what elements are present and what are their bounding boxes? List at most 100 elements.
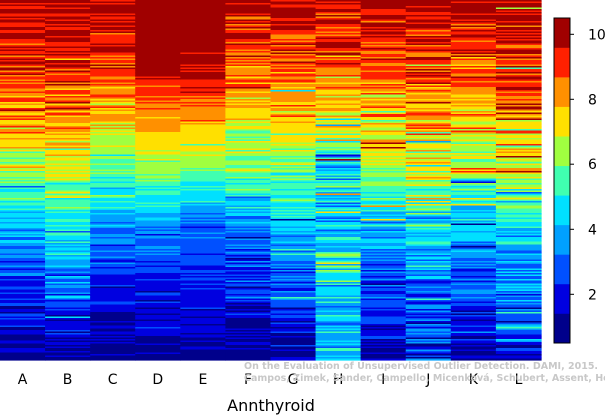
heatmap-cell <box>45 183 91 186</box>
heatmap-cell <box>90 264 136 267</box>
heatmap-cell <box>90 195 136 198</box>
heatmap-cell <box>360 40 407 43</box>
heatmap-cell <box>135 331 181 334</box>
heatmap-cell <box>45 9 91 12</box>
heatmap-cell <box>90 85 136 88</box>
heatmap-cell <box>315 189 362 192</box>
heatmap-cell <box>45 295 91 298</box>
heatmap-cell <box>495 87 542 90</box>
heatmap-cell <box>135 337 181 340</box>
heatmap-cell <box>405 357 452 360</box>
heatmap-cell <box>450 249 497 252</box>
heatmap-cell <box>135 79 181 82</box>
heatmap-cell <box>450 309 497 312</box>
heatmap-cell <box>225 145 272 148</box>
heatmap-cell <box>45 25 91 28</box>
heatmap-cell <box>360 36 407 39</box>
heatmap-cell <box>135 97 181 100</box>
heatmap-cell <box>405 42 452 45</box>
heatmap-cell <box>495 18 542 21</box>
heatmap-cell <box>135 157 181 160</box>
heatmap-cell <box>180 135 227 138</box>
heatmap-cell <box>90 48 136 51</box>
heatmap-cell <box>0 127 46 130</box>
heatmap-cell <box>90 100 136 103</box>
heatmap-cell <box>405 210 452 213</box>
heatmap-cell <box>90 339 136 342</box>
heatmap-cell <box>405 79 452 82</box>
heatmap-cell <box>450 276 497 279</box>
heatmap-cell <box>0 123 46 126</box>
heatmap-cell <box>405 294 452 297</box>
heatmap-cell <box>495 279 542 282</box>
heatmap-column-K <box>450 0 497 361</box>
heatmap-cell <box>45 279 91 282</box>
heatmap-cell <box>0 328 46 331</box>
heatmap-cell <box>90 78 136 81</box>
heatmap-cell <box>270 162 317 165</box>
heatmap-cell <box>45 27 91 30</box>
heatmap-cell <box>0 160 46 163</box>
heatmap-cell <box>225 244 272 247</box>
heatmap-cell <box>315 342 362 345</box>
heatmap-cell <box>270 228 317 231</box>
heatmap-column-G <box>270 0 317 361</box>
heatmap-cell <box>315 316 362 319</box>
heatmap-cell <box>0 252 46 255</box>
heatmap-cell <box>315 96 362 99</box>
heatmap-cell <box>315 156 362 159</box>
heatmap-cell <box>45 301 91 304</box>
heatmap-cell <box>450 177 497 180</box>
heatmap-cell <box>315 117 362 120</box>
heatmap-cell <box>135 169 181 172</box>
heatmap-cell <box>45 169 91 172</box>
heatmap-cell <box>360 156 407 159</box>
heatmap-cell <box>405 325 452 328</box>
heatmap-cell <box>135 139 181 142</box>
heatmap-cell <box>45 325 91 328</box>
heatmap-cell <box>315 294 362 297</box>
heatmap-cell <box>90 225 136 228</box>
heatmap-cell <box>315 135 362 138</box>
heatmap-cell <box>270 334 317 337</box>
heatmap-cell <box>180 91 227 94</box>
heatmap-cell <box>450 235 497 238</box>
heatmap-cell <box>495 289 542 292</box>
heatmap-cell <box>135 193 181 196</box>
heatmap-cell <box>225 333 272 336</box>
heatmap-cell <box>45 241 91 244</box>
heatmap-cell <box>225 48 272 51</box>
heatmap-cell <box>495 21 542 24</box>
heatmap-cell <box>360 151 407 154</box>
heatmap-cell <box>315 196 362 199</box>
heatmap-cell <box>405 121 452 124</box>
heatmap-cell <box>180 82 227 85</box>
heatmap-cell <box>405 228 452 231</box>
heatmap-cell <box>180 103 227 106</box>
colorbar-segment <box>554 106 570 137</box>
heatmap-cell <box>405 18 452 21</box>
heatmap-cell <box>315 112 362 115</box>
heatmap-cell <box>180 313 227 316</box>
heatmap-cell <box>450 352 497 355</box>
heatmap-cell <box>0 262 46 265</box>
heatmap-cell <box>270 49 317 52</box>
heatmap-cell <box>45 19 91 22</box>
heatmap-cell <box>405 268 452 271</box>
heatmap-cell <box>450 6 497 9</box>
heatmap-cell <box>360 136 407 139</box>
heatmap-cell <box>270 93 317 96</box>
heatmap-cell <box>495 183 542 186</box>
heatmap-cell <box>225 340 272 343</box>
heatmap-cell <box>450 318 497 321</box>
heatmap-cell <box>90 156 136 159</box>
heatmap-cell <box>450 1 497 4</box>
heatmap-cell <box>45 226 91 229</box>
heatmap-cell <box>90 207 136 210</box>
heatmap-cell <box>315 138 362 141</box>
heatmap-cell <box>135 352 181 355</box>
heatmap-cell <box>270 75 317 78</box>
heatmap-cell <box>360 204 407 207</box>
heatmap-cell <box>495 22 542 25</box>
